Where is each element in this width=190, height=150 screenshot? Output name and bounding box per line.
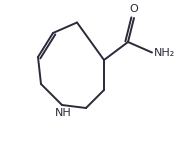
Text: NH₂: NH₂ xyxy=(154,48,175,57)
Text: O: O xyxy=(130,4,138,14)
Text: NH: NH xyxy=(55,108,72,118)
